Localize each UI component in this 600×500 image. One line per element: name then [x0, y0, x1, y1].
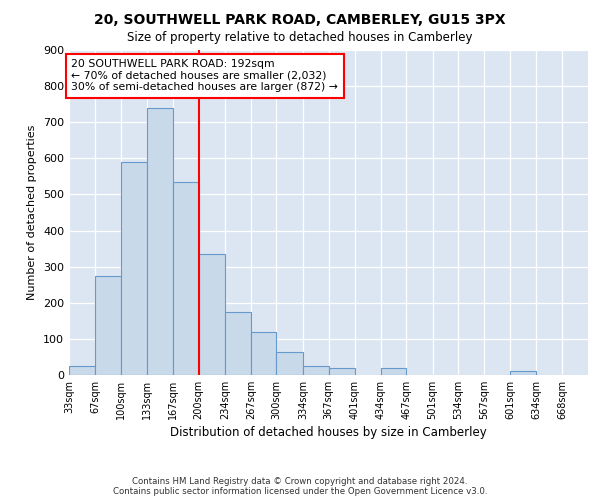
Text: 20, SOUTHWELL PARK ROAD, CAMBERLEY, GU15 3PX: 20, SOUTHWELL PARK ROAD, CAMBERLEY, GU15… [94, 12, 506, 26]
Bar [121, 162, 146, 375]
Bar [511, 372, 536, 375]
Bar [251, 332, 277, 375]
Bar [95, 276, 121, 375]
Bar [225, 312, 251, 375]
Bar [329, 368, 355, 375]
Bar [199, 254, 225, 375]
Text: 20 SOUTHWELL PARK ROAD: 192sqm
← 70% of detached houses are smaller (2,032)
30% : 20 SOUTHWELL PARK ROAD: 192sqm ← 70% of … [71, 59, 338, 92]
Bar [146, 108, 173, 375]
Bar [303, 366, 329, 375]
Text: Contains HM Land Registry data © Crown copyright and database right 2024.
Contai: Contains HM Land Registry data © Crown c… [113, 476, 487, 496]
Bar [173, 182, 199, 375]
Bar [277, 352, 303, 375]
Text: Size of property relative to detached houses in Camberley: Size of property relative to detached ho… [127, 31, 473, 44]
Y-axis label: Number of detached properties: Number of detached properties [28, 125, 37, 300]
Bar [69, 366, 95, 375]
X-axis label: Distribution of detached houses by size in Camberley: Distribution of detached houses by size … [170, 426, 487, 439]
Bar [380, 368, 406, 375]
